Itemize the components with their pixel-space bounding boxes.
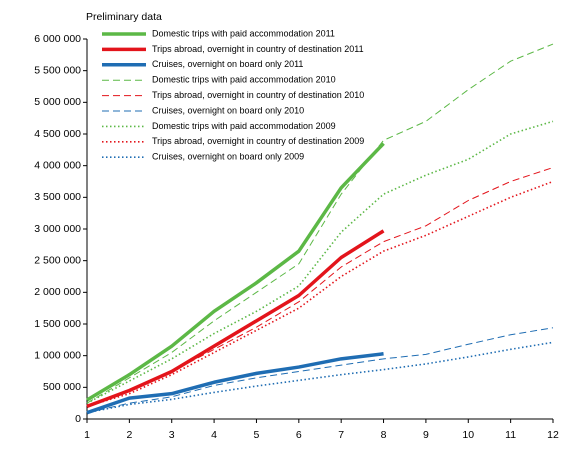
y-tick-label: 2 500 000 <box>34 254 81 266</box>
series-line <box>86 229 385 408</box>
series-line <box>86 180 554 408</box>
x-tick-label: 4 <box>211 429 217 441</box>
y-tick-label: 1 000 000 <box>34 349 81 361</box>
series-line <box>86 341 554 414</box>
y-tick-label: 6 000 000 <box>34 33 81 45</box>
chart-title: Preliminary data <box>86 11 162 23</box>
series-line <box>86 352 384 415</box>
y-tick-label: 2 000 000 <box>34 286 81 298</box>
x-tick-label: 7 <box>338 429 344 441</box>
y-tick-label: 4 500 000 <box>34 128 81 140</box>
x-tick-label: 8 <box>381 429 387 441</box>
series-line <box>86 43 554 404</box>
legend-label: Cruises, overnight on board only 2011 <box>152 59 303 69</box>
x-tick-label: 3 <box>169 429 175 441</box>
legend-label: Trips abroad, overnight in country of de… <box>152 136 364 146</box>
x-tick-label: 5 <box>254 429 260 441</box>
y-tick-label: 500 000 <box>43 381 81 393</box>
series-line <box>86 167 554 407</box>
legend-label: Cruises, overnight on board only 2010 <box>152 105 304 115</box>
legend-label: Trips abroad, overnight in country of de… <box>152 44 364 54</box>
legend-label: Domestic trips with paid accommodation 2… <box>152 121 336 131</box>
series-line <box>86 327 554 414</box>
y-tick-label: 1 500 000 <box>34 318 81 330</box>
y-tick-label: 4 000 000 <box>34 159 81 171</box>
x-tick-label: 11 <box>505 429 516 441</box>
legend-label: Trips abroad, overnight in country of de… <box>152 90 364 100</box>
series-line <box>86 142 385 402</box>
y-tick-label: 3 500 000 <box>34 191 81 203</box>
series-line <box>86 120 554 404</box>
x-tick-label: 6 <box>296 429 302 441</box>
y-tick-label: 5 000 000 <box>34 96 81 108</box>
x-tick-label: 1 <box>84 429 90 441</box>
x-tick-label: 10 <box>462 429 474 441</box>
y-tick-label: 5 500 000 <box>34 64 81 76</box>
legend-label: Domestic trips with paid accommodation 2… <box>152 28 335 38</box>
y-tick-label: 0 <box>75 413 81 425</box>
y-tick-label: 3 000 000 <box>34 223 81 235</box>
legend-label: Cruises, overnight on board only 2009 <box>152 152 304 162</box>
legend-label: Domestic trips with paid accommodation 2… <box>152 75 336 85</box>
x-tick-label: 9 <box>423 429 429 441</box>
x-tick-label: 12 <box>547 429 559 441</box>
x-tick-label: 2 <box>126 429 132 441</box>
